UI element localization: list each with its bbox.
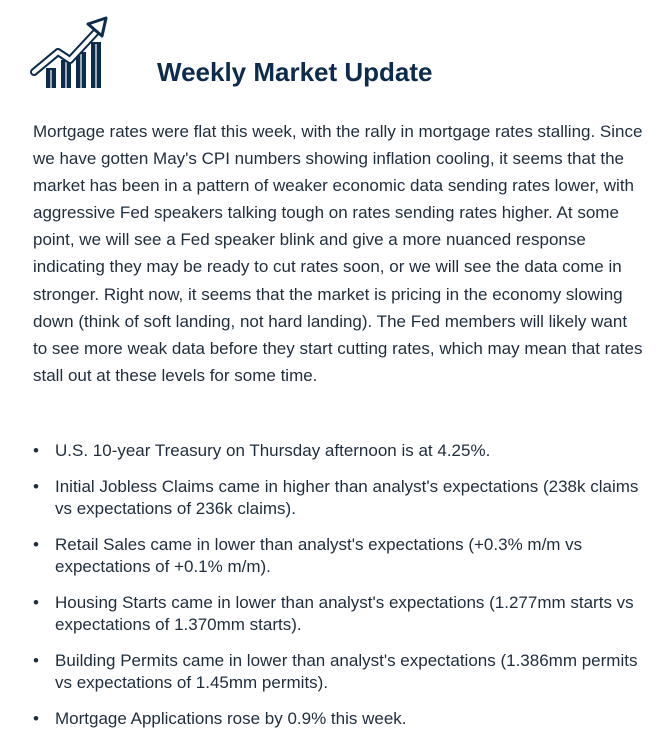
header: Weekly Market Update <box>0 0 661 110</box>
bullet-marker: • <box>33 535 39 554</box>
intro-paragraph: Mortgage rates were flat this week, with… <box>33 122 643 385</box>
list-item-text: Housing Starts came in lower than analys… <box>55 593 634 634</box>
list-item-text: Mortgage Applications rose by 0.9% this … <box>55 709 407 728</box>
list-item: • Initial Jobless Claims came in higher t… <box>33 476 643 520</box>
list-item: • U.S. 10-year Treasury on Thursday after… <box>33 440 643 462</box>
list-item-text: Initial Jobless Claims came in higher th… <box>55 477 639 518</box>
bullet-marker: • <box>33 441 39 460</box>
list-item: • Building Permits came in lower than ana… <box>33 650 643 694</box>
bullet-marker: • <box>33 651 39 670</box>
list-item-text: Building Permits came in lower than anal… <box>55 651 638 692</box>
bullet-list: • U.S. 10-year Treasury on Thursday after… <box>33 440 643 744</box>
rising-chart-icon <box>30 16 108 88</box>
list-item: • Housing Starts came in lower than analy… <box>33 592 643 636</box>
bullet-marker: • <box>33 477 39 496</box>
list-item: • Retail Sales came in lower than analyst… <box>33 534 643 578</box>
page-title: Weekly Market Update <box>157 57 433 87</box>
list-item-text: U.S. 10-year Treasury on Thursday aftern… <box>55 441 491 460</box>
bullet-marker: • <box>33 593 39 612</box>
bullet-marker: • <box>33 709 39 728</box>
list-item: • Mortgage Applications rose by 0.9% this… <box>33 708 643 730</box>
list-item-text: Retail Sales came in lower than analyst'… <box>55 535 583 576</box>
